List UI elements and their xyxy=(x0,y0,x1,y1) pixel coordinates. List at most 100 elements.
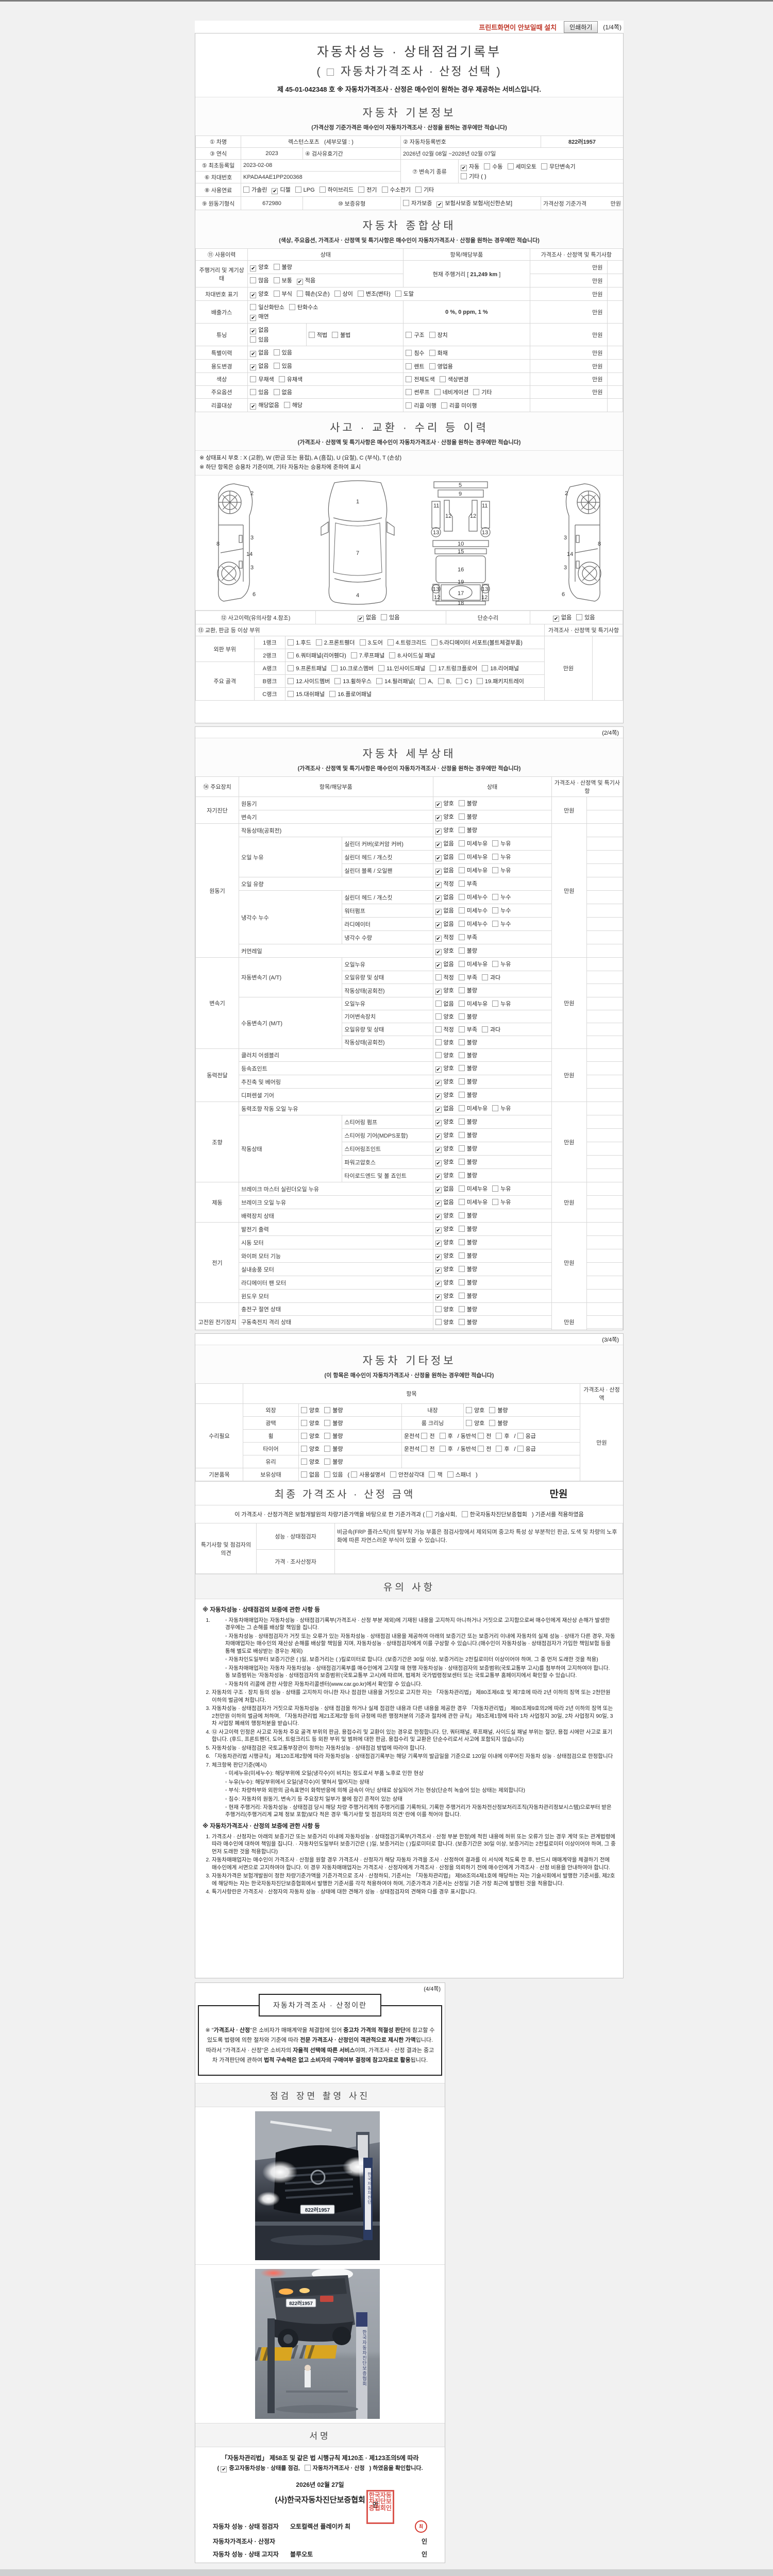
checkbox-unchecked[interactable]: 불량 xyxy=(458,1278,477,1286)
checkbox-checked[interactable]: ✔ 양호 xyxy=(435,1240,454,1247)
checkbox-unchecked[interactable]: 자가보증 xyxy=(403,199,432,207)
checkbox-unchecked[interactable]: 후 xyxy=(496,1432,509,1440)
checkbox-unchecked[interactable]: 유채색 xyxy=(278,375,303,383)
checkbox-checked[interactable]: ✔ 양호 xyxy=(435,1065,454,1073)
checkbox-unchecked[interactable]: 있음 xyxy=(576,613,595,621)
checkbox-unchecked[interactable]: 13.휠하우스 xyxy=(334,677,372,685)
checkbox-unchecked[interactable]: 침수 xyxy=(406,349,425,357)
checkbox-unchecked[interactable]: 후 xyxy=(439,1445,453,1453)
checkbox-unchecked[interactable]: 불량 xyxy=(458,1077,477,1086)
checkbox-unchecked[interactable]: 안전삼각대 xyxy=(390,1470,424,1479)
checkbox-unchecked[interactable]: 10.크로스멤버 xyxy=(331,664,374,672)
checkbox-unchecked[interactable]: 불량 xyxy=(458,1292,477,1300)
checkbox-unchecked[interactable]: 리콜 미이행 xyxy=(441,401,477,410)
print-button[interactable]: 인쇄하기 xyxy=(564,21,598,33)
checkbox-unchecked[interactable]: 불량 xyxy=(458,812,477,821)
checkbox-unchecked[interactable]: 8.사이드실 패널 xyxy=(389,651,435,659)
checkbox-unchecked[interactable]: 후 xyxy=(496,1445,509,1453)
checkbox-unchecked[interactable]: 훼손(오손) xyxy=(296,290,330,298)
checkbox-unchecked[interactable]: 기타 xyxy=(415,185,434,194)
checkbox-checked[interactable]: ✔ 양호 xyxy=(435,1159,454,1166)
checkbox-unchecked[interactable]: 적정 xyxy=(435,1025,454,1033)
checkbox-checked[interactable]: ✔ 양호 xyxy=(435,1092,454,1099)
checkbox-unchecked[interactable]: 누유 xyxy=(492,960,511,968)
checkbox-checked[interactable]: ✔ 적정 xyxy=(435,935,454,942)
checkbox-unchecked[interactable]: 6.쿼터패널(리어휀다) xyxy=(288,651,346,659)
checkbox-checked[interactable]: ✔ 없음 xyxy=(553,615,572,622)
checkbox-unchecked[interactable]: 불량 xyxy=(324,1419,343,1427)
checkbox-unchecked[interactable]: 응급 xyxy=(517,1445,536,1453)
checkbox-unchecked[interactable]: 미세누유 xyxy=(458,1198,488,1206)
checkbox-unchecked[interactable]: 구조 xyxy=(406,331,425,339)
checkbox-unchecked[interactable]: 미세누유 xyxy=(458,866,488,874)
checkbox-unchecked[interactable]: 수소전기 xyxy=(381,185,411,194)
checkbox-unchecked[interactable]: 영업용 xyxy=(429,362,453,370)
checkbox-unchecked[interactable]: 무채색 xyxy=(250,375,274,383)
checkbox-unchecked[interactable]: 전 xyxy=(421,1432,435,1440)
checkbox-unchecked[interactable]: 불량 xyxy=(458,1091,477,1099)
checkbox-checked[interactable]: ✔ 없음 xyxy=(435,908,454,915)
checkbox-unchecked[interactable]: 5.라디에이터 서포트(볼트체결부품) xyxy=(431,638,523,647)
checkbox-unchecked[interactable]: 일산화탄소 xyxy=(250,303,284,311)
checkbox-unchecked[interactable]: 스패너 xyxy=(447,1470,471,1479)
checkbox-unchecked[interactable]: 양호 xyxy=(466,1419,484,1427)
checkbox-checked[interactable]: ✔ 없음 xyxy=(435,921,454,928)
checkbox-unchecked[interactable]: 불량 xyxy=(458,1144,477,1153)
checkbox-unchecked[interactable]: 불량 xyxy=(458,1012,477,1021)
checkbox-unchecked[interactable]: 불량 xyxy=(458,1251,477,1260)
checkbox-unchecked[interactable]: 있음 xyxy=(250,388,269,396)
checkbox-unchecked[interactable]: 양호 xyxy=(301,1458,320,1466)
checkbox-unchecked[interactable]: 양호 xyxy=(301,1432,320,1440)
checkbox-unchecked[interactable]: 불량 xyxy=(458,1131,477,1139)
valuation-select-checkbox[interactable] xyxy=(326,69,334,76)
checkbox-unchecked[interactable]: 과다 xyxy=(482,973,500,981)
checkbox-checked[interactable]: ✔ 양호 xyxy=(435,1280,454,1287)
checkbox-checked[interactable]: ✔ 없음 xyxy=(435,1186,454,1193)
checkbox-unchecked[interactable]: 누유 xyxy=(492,1104,511,1112)
checkbox-unchecked[interactable]: 누수 xyxy=(492,906,511,914)
checkbox-unchecked[interactable]: 양호 xyxy=(301,1406,320,1414)
checkbox-unchecked[interactable]: 기술사회, xyxy=(426,1510,457,1518)
checkbox-checked[interactable]: ✔ 해당없음 xyxy=(250,402,279,410)
checkbox-checked[interactable]: ✔ 없음 xyxy=(435,961,454,969)
checkbox-unchecked[interactable]: 전기 xyxy=(358,185,377,194)
checkbox-unchecked[interactable]: 응급 xyxy=(517,1432,536,1440)
checkbox-unchecked[interactable]: 양호 xyxy=(435,1305,454,1313)
checkbox-unchecked[interactable]: 불량 xyxy=(458,1265,477,1273)
checkbox-unchecked[interactable]: 누수 xyxy=(492,920,511,928)
checkbox-unchecked[interactable]: 불량 xyxy=(458,799,477,807)
checkbox-unchecked[interactable]: 무단변속기 xyxy=(541,162,576,171)
checkbox-unchecked[interactable]: 누수 xyxy=(492,893,511,901)
checkbox-unchecked[interactable]: 불량 xyxy=(324,1445,343,1453)
checkbox-unchecked[interactable]: 있음 xyxy=(273,348,292,357)
checkbox-unchecked[interactable]: 누유 xyxy=(492,853,511,861)
checkbox-checked[interactable]: ✔ 없음 xyxy=(435,1199,454,1207)
checkbox-unchecked[interactable]: 양호 xyxy=(466,1406,484,1414)
checkbox-unchecked[interactable]: 전 xyxy=(478,1445,491,1453)
checkbox-checked[interactable]: ✔ 중고자동차성능 · 상태를 점검, xyxy=(221,2465,300,2473)
checkbox-unchecked[interactable]: 미세누수 xyxy=(458,906,488,914)
checkbox-unchecked[interactable]: 잭 xyxy=(429,1470,443,1479)
checkbox-unchecked[interactable]: 불량 xyxy=(458,1064,477,1072)
checkbox-unchecked[interactable]: 누유 xyxy=(492,1198,511,1206)
checkbox-unchecked[interactable]: 17.트렁크플로어 xyxy=(430,664,477,672)
checkbox-unchecked[interactable]: 미세누유 xyxy=(458,839,488,848)
checkbox-checked[interactable]: ✔ 적음 xyxy=(296,278,316,285)
checkbox-unchecked[interactable]: 양호 xyxy=(301,1419,320,1427)
checkbox-unchecked[interactable]: 미세누유 xyxy=(458,960,488,968)
checkbox-unchecked[interactable]: 양호 xyxy=(435,1012,454,1021)
checkbox-unchecked[interactable]: 15.대쉬패널 xyxy=(288,690,325,698)
checkbox-unchecked[interactable]: 3.도어 xyxy=(359,638,383,647)
checkbox-checked[interactable]: ✔ 양호 xyxy=(435,1293,454,1300)
checkbox-unchecked[interactable]: 적정 xyxy=(435,973,454,981)
checkbox-unchecked[interactable]: 미세누유 xyxy=(458,1104,488,1112)
checkbox-unchecked[interactable]: 자동차가격조사 · 산정 xyxy=(304,2464,365,2473)
checkbox-checked[interactable]: ✔ 양호 xyxy=(435,827,454,835)
checkbox-unchecked[interactable]: 사용설명서 xyxy=(351,1470,385,1479)
checkbox-unchecked[interactable]: 많음 xyxy=(250,276,269,284)
checkbox-unchecked[interactable]: 후 xyxy=(439,1432,453,1440)
checkbox-checked[interactable]: ✔ 양호 xyxy=(435,1079,454,1086)
checkbox-unchecked[interactable]: 불량 xyxy=(458,1238,477,1246)
checkbox-checked[interactable]: ✔ 양호 xyxy=(435,1132,454,1140)
checkbox-unchecked[interactable]: 네비게이션 xyxy=(434,388,468,396)
